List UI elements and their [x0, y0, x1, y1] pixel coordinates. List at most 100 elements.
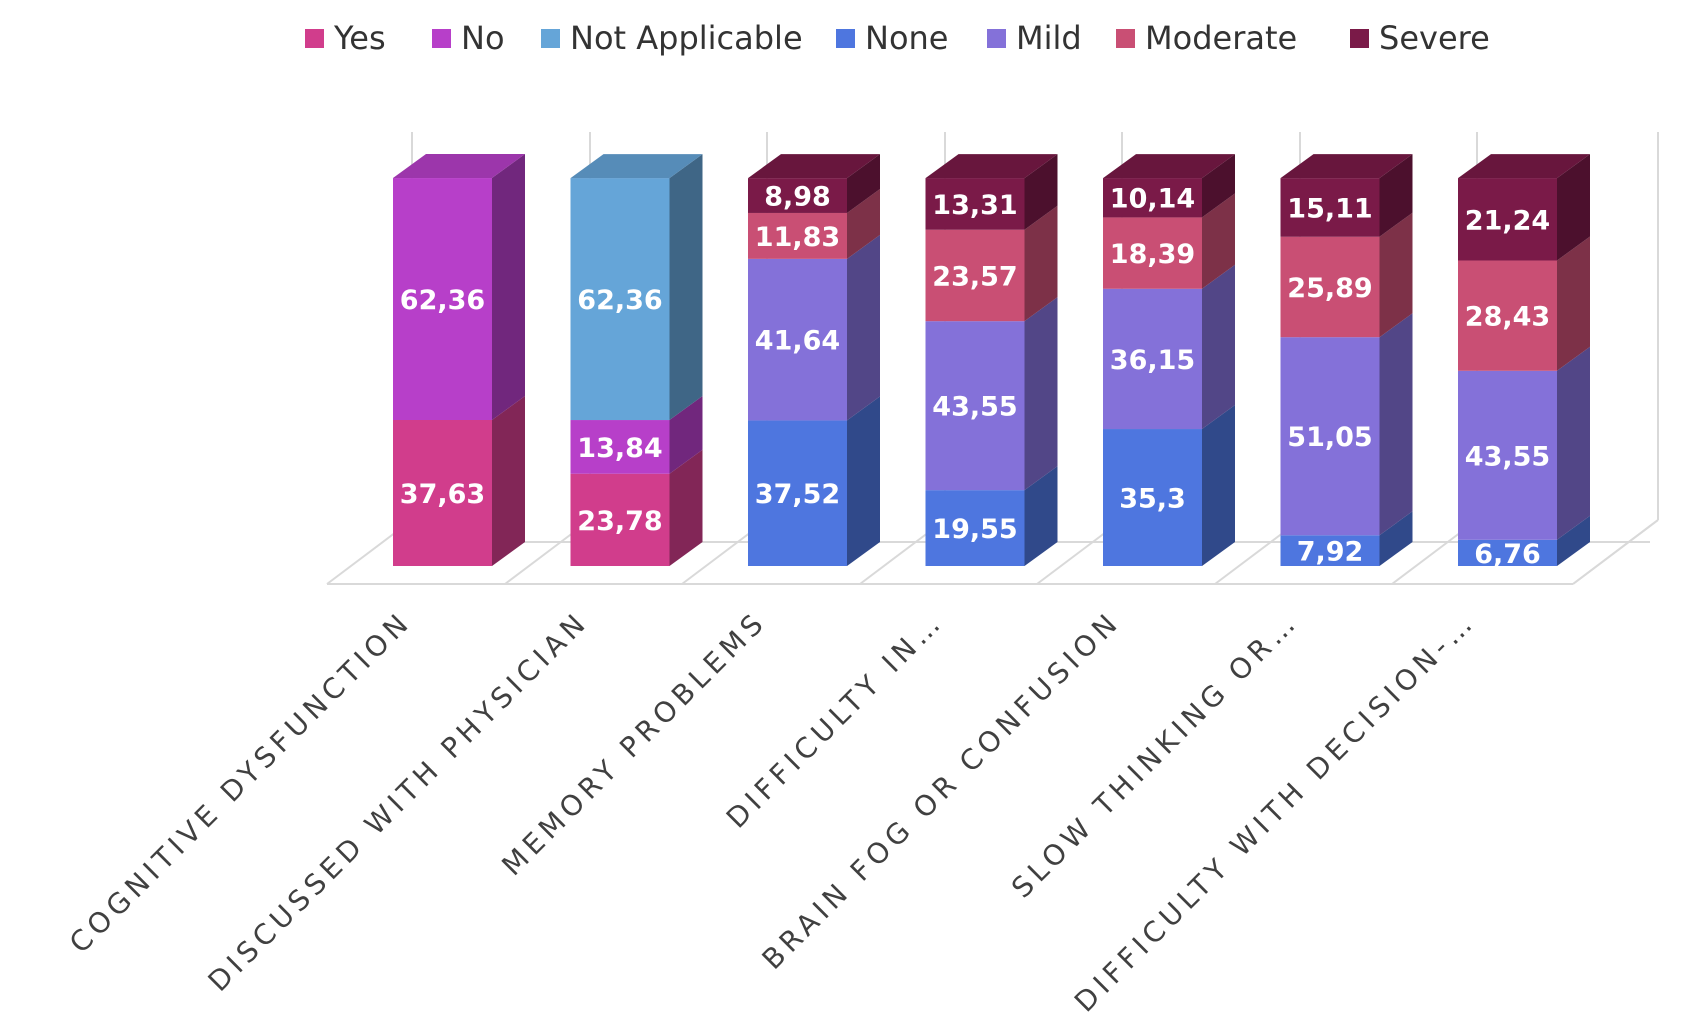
bar-segment-severe: 21,24: [1458, 154, 1590, 261]
data-label: 62,36: [400, 285, 485, 316]
bar-front-face: [1280, 236, 1380, 338]
bar-side-face: [492, 395, 525, 566]
bar-top-face: [748, 154, 880, 179]
data-label: 7,92: [1297, 537, 1364, 568]
bar-segment-moderate: 23,57: [925, 205, 1058, 322]
data-label: 51,05: [1287, 422, 1372, 453]
bar-side-face: [669, 449, 703, 566]
bar-front-face: [1458, 260, 1557, 371]
bar-top-face: [1280, 154, 1413, 179]
bar-side-face: [1379, 154, 1413, 237]
bar-side-face: [1024, 205, 1058, 322]
bar-stack-brain-fog-or-confusion: 35,3 36,15 18,39 10,14: [1103, 154, 1235, 566]
legend-swatch-mild: [987, 29, 1006, 48]
bar-segment-none: 37,52: [748, 396, 880, 566]
bar-side-face: [847, 396, 880, 566]
bar-front-face: [925, 178, 1025, 230]
legend-label-not-applicable: Not Applicable: [570, 19, 803, 57]
bar-stack-cognitive-dysfunction: 37,63 62,36: [393, 154, 525, 566]
bar-side-face: [847, 154, 880, 213]
chart-bars: 37,63 62,36 23,78 13,84 62,36 37,52 41,64 11,83…: [393, 154, 1590, 570]
bar-front-face: [1458, 539, 1557, 566]
bar-side-face: [1557, 154, 1590, 261]
bar-front-face: [393, 419, 492, 566]
bar-front-face: [925, 490, 1025, 566]
legend-label-none: None: [865, 19, 948, 57]
data-label: 23,78: [577, 506, 662, 537]
bar-front-face: [570, 178, 670, 421]
data-label: 25,89: [1287, 273, 1372, 304]
bar-stack-memory-problems: 37,52 41,64 11,83 8,98: [748, 154, 880, 566]
bar-segment-moderate: 28,43: [1458, 236, 1590, 371]
bar-top-face: [1103, 154, 1235, 179]
data-label: 35,3: [1119, 484, 1186, 515]
bar-stack-discussed-with-physician: 23,78 13,84 62,36: [570, 154, 703, 566]
data-label: 13,31: [932, 190, 1017, 221]
bar-segment-yes: 23,78: [570, 449, 703, 566]
data-label: 43,55: [1465, 441, 1550, 472]
bar-top-face: [1458, 154, 1590, 179]
bar-front-face: [925, 321, 1025, 491]
legend-swatch-severe: [1350, 29, 1369, 48]
bar-front-face: [1280, 337, 1380, 536]
data-label: 41,64: [755, 326, 840, 357]
bar-front-face: [1458, 178, 1557, 261]
bar-side-face: [669, 154, 703, 421]
bar-side-face: [492, 154, 525, 420]
data-label: 13,84: [577, 433, 662, 464]
bar-side-face: [1557, 346, 1590, 540]
bar-segment-none: 6,76: [1458, 515, 1590, 570]
legend-label-severe: Severe: [1379, 19, 1490, 57]
legend-label-moderate: Moderate: [1145, 19, 1297, 57]
bar-segment-no: 62,36: [393, 154, 525, 420]
bar-front-face: [748, 212, 847, 259]
data-label: 21,24: [1465, 205, 1550, 236]
legend-item-none: None: [836, 19, 948, 57]
legend-swatch-moderate: [1116, 29, 1135, 48]
category-label-slow-thinking-or: SLOW THINKING OR…: [1005, 605, 1305, 905]
bar-front-face: [1103, 429, 1202, 566]
data-label: 37,63: [400, 479, 485, 510]
bar-side-face: [1557, 236, 1590, 371]
legend-label-no: No: [461, 19, 505, 57]
data-label: 6,76: [1474, 539, 1541, 570]
bar-side-face: [1379, 212, 1413, 338]
bar-front-face: [748, 178, 847, 213]
bar-side-face: [1202, 154, 1235, 218]
bar-segment-yes: 37,63: [393, 395, 525, 566]
bar-side-face: [1379, 511, 1413, 566]
bar-top-face: [925, 154, 1058, 179]
bar-stack-difficulty-in: 19,55 43,55 23,57 13,31: [925, 154, 1058, 566]
bar-front-face: [1458, 370, 1557, 540]
bar-segment-mild: 43,55: [925, 297, 1058, 491]
bar-side-face: [1557, 515, 1590, 566]
data-label: 23,57: [932, 261, 1017, 292]
data-label: 15,11: [1287, 193, 1372, 224]
category-label-difficulty-with-decision: DIFFICULTY WITH DECISION-…: [1068, 605, 1482, 1012]
bar-front-face: [393, 178, 492, 420]
legend-item-not-applicable: Not Applicable: [541, 19, 803, 57]
legend-item-mild: Mild: [987, 19, 1082, 57]
bar-front-face: [1280, 178, 1380, 237]
data-label: 36,15: [1110, 345, 1195, 376]
bar-front-face: [925, 229, 1025, 322]
bar-front-face: [748, 420, 847, 566]
legend-label-mild: Mild: [1016, 19, 1082, 57]
bar-segment-no: 13,84: [570, 396, 703, 474]
bar-segment-not-applicable: 62,36: [570, 154, 703, 421]
bar-side-face: [669, 396, 703, 474]
bar-segment-moderate: 11,83: [748, 188, 880, 259]
bar-segment-mild: 43,55: [1458, 346, 1590, 540]
legend-item-no: No: [432, 19, 505, 57]
category-label-discussed-with-physician: DISCUSSED WITH PHYSICIAN: [202, 605, 595, 998]
bar-front-face: [1280, 535, 1380, 566]
data-label: 19,55: [932, 514, 1017, 545]
legend-swatch-no: [432, 29, 451, 48]
legend-swatch-yes: [305, 29, 324, 48]
bar-front-face: [1103, 178, 1202, 218]
category-label-cognitive-dysfunction: COGNITIVE DYSFUNCTION: [63, 605, 418, 960]
bar-segment-mild: 41,64: [748, 234, 880, 421]
bar-segment-none: 35,3: [1103, 405, 1235, 566]
bar-segment-severe: 13,31: [925, 154, 1058, 230]
